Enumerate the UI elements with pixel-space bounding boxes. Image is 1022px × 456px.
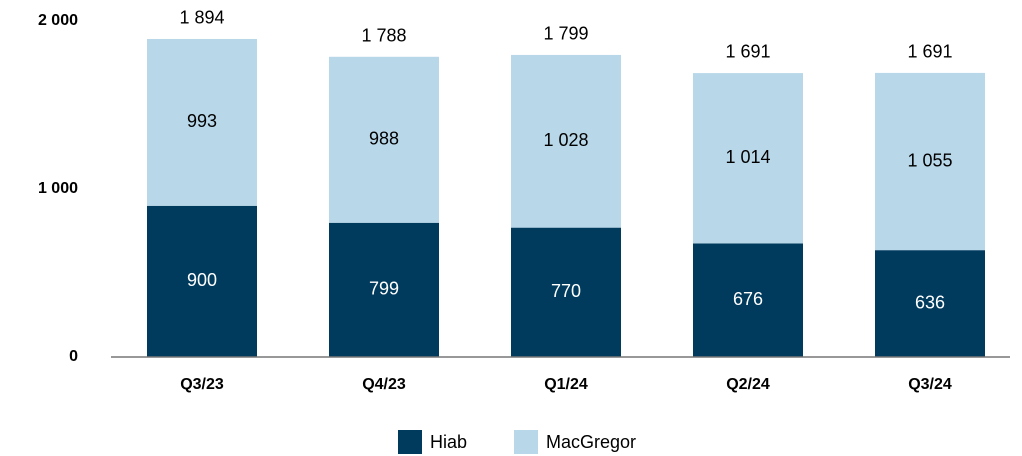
value-label: 988 [369,129,399,149]
value-label: 1 055 [907,150,952,170]
x-tick-label: Q4/23 [362,376,406,393]
x-tick-label: Q1/24 [544,376,588,393]
bar-segment [693,243,803,357]
total-label: 1 691 [907,42,952,62]
bar-segment [147,205,257,357]
legend-swatch [514,430,538,454]
total-label: 1 799 [543,24,588,44]
legend-label: MacGregor [546,432,636,452]
value-label: 636 [915,292,945,312]
total-label: 1 894 [179,8,224,28]
x-tick-label: Q2/24 [726,376,770,393]
value-label: 799 [369,279,399,299]
bar-segment [693,73,803,244]
bar-segment [329,56,439,223]
bar-segment [329,222,439,357]
x-tick-label: Q3/23 [180,376,224,393]
value-label: 993 [187,111,217,131]
value-label: 770 [551,281,581,301]
value-label: 676 [733,289,763,309]
y-tick-label: 2 000 [38,12,78,29]
bar-segment [147,38,257,206]
legend-label: Hiab [430,432,467,452]
bar-segment [875,250,985,357]
value-label: 900 [187,270,217,290]
total-label: 1 691 [725,42,770,62]
bar-segment [511,227,621,357]
x-tick-label: Q3/24 [908,376,952,393]
value-label: 1 014 [725,147,770,167]
bar-segment [875,72,985,251]
y-tick-label: 1 000 [38,180,78,197]
total-label: 1 788 [361,25,406,45]
y-tick-label: 0 [69,348,78,365]
legend-swatch [398,430,422,454]
bar-segment [511,54,621,228]
value-label: 1 028 [543,130,588,150]
